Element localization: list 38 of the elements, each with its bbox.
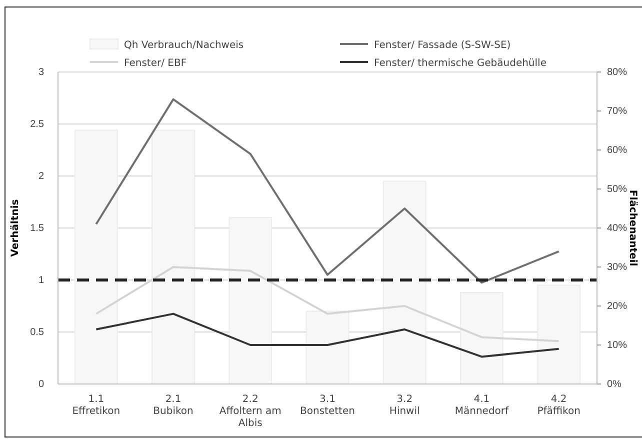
y-tick-label: 1 — [38, 275, 44, 286]
y2-tick-label: 30% — [607, 262, 628, 274]
y2-tick-label: 40% — [607, 223, 628, 234]
legend-label: Fenster/ Fassade (S-SW-SE) — [374, 40, 511, 51]
x-tick-label: 4.1 Männedorf — [454, 394, 510, 417]
x-tick-label: 2.2 Affoltern am Albis — [219, 394, 282, 429]
bar — [460, 292, 504, 384]
y-tick-label: 0.5 — [30, 327, 44, 338]
y2-tick-label: 70% — [607, 106, 628, 118]
y2-tick-label: 10% — [607, 340, 628, 352]
y-axis-title: Verhältnis — [10, 199, 21, 257]
y2-tick-label: 20% — [607, 301, 628, 312]
bar — [306, 310, 350, 384]
y-tick-label: 2 — [38, 171, 44, 182]
legend-label: Fenster/ thermische Gebäudehülle — [374, 58, 546, 69]
y2-axis-title: Flächenanteil — [627, 190, 638, 266]
y2-tick-label: 50% — [607, 184, 628, 196]
line-series — [95, 98, 560, 284]
bar — [74, 130, 118, 384]
bar — [228, 217, 272, 384]
bar — [152, 130, 195, 384]
y-tick-label: 0 — [38, 379, 44, 390]
legend-label: Qh Verbrauch/Nachweis — [124, 40, 244, 51]
y2-tick-label: 60% — [607, 145, 628, 156]
bar — [382, 180, 426, 384]
x-tick-label: 1.1 Effretikon — [72, 394, 120, 417]
x-tick-label: 4.2 Pfäffikon — [537, 394, 580, 417]
legend-label: Fenster/ EBF — [124, 58, 187, 69]
x-tick-label: 3.2 Hinwil — [389, 394, 420, 417]
y2-tick-label: 80% — [607, 67, 628, 78]
line-series — [95, 312, 560, 358]
x-tick-label: 2.1 Bubikon — [153, 394, 194, 417]
y-tick-label: 2.5 — [30, 119, 44, 130]
y2-tick-label: 0% — [607, 379, 622, 390]
y-tick-label: 1.5 — [30, 223, 44, 234]
bar — [537, 284, 581, 384]
x-tick-label: 3.1 Bonstetten — [300, 394, 355, 417]
y-tick-label: 3 — [38, 67, 44, 78]
